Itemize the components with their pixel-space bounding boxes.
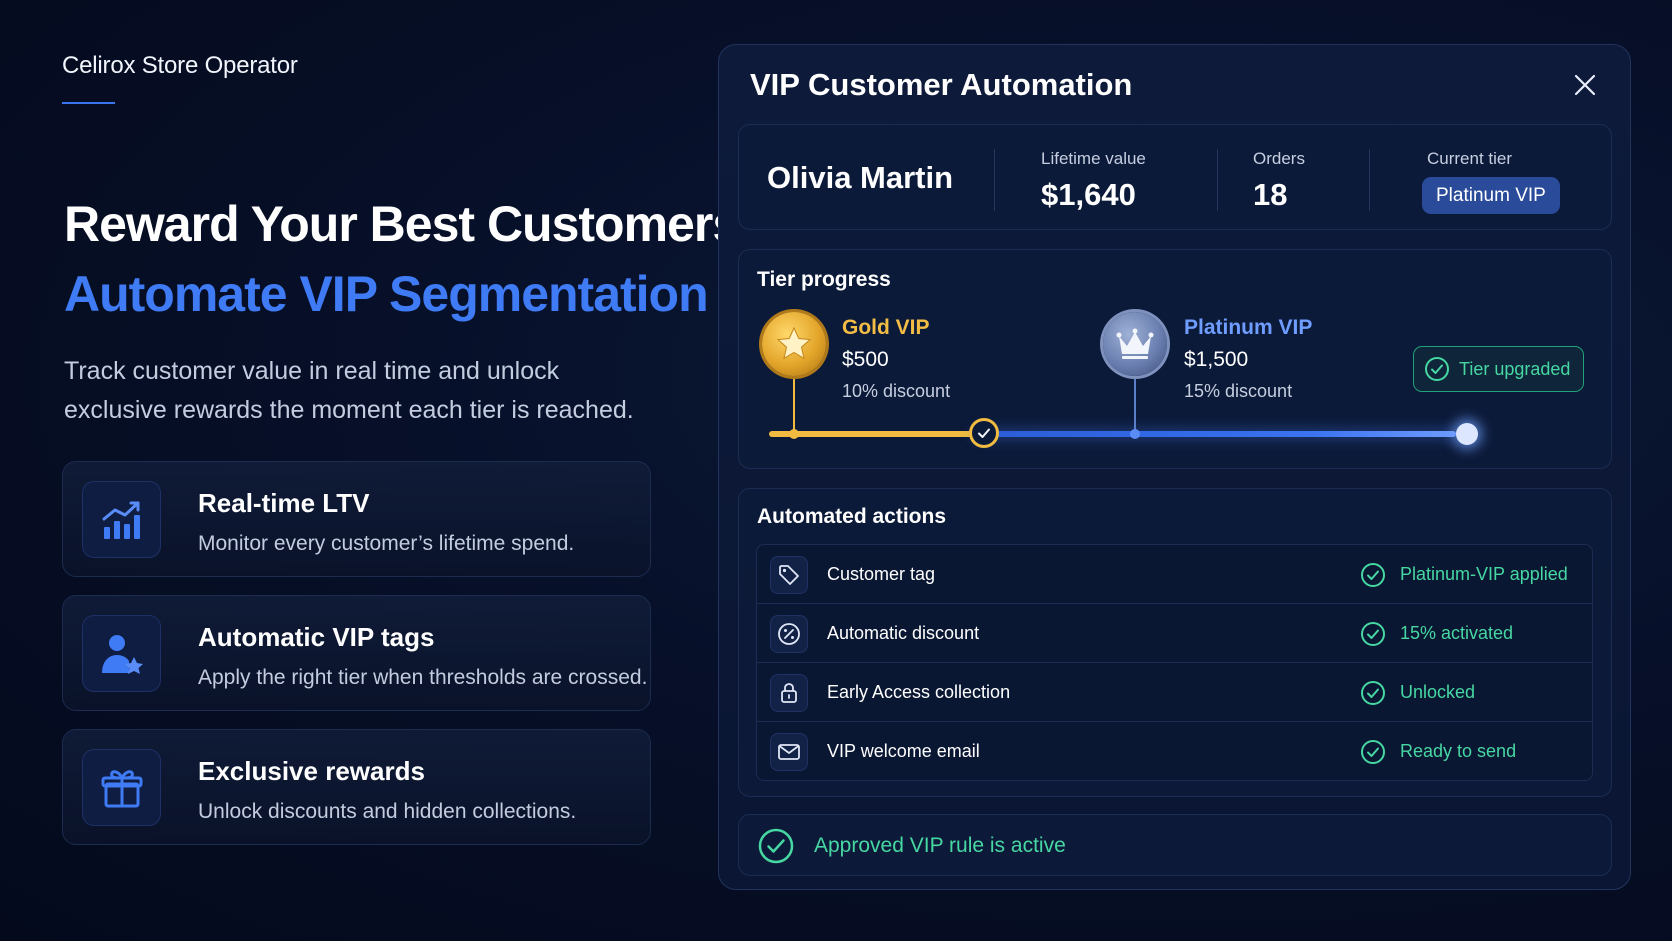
actions-table: Customer tag Platinum-VIP applied Aut <box>756 544 1593 781</box>
progress-end-knob <box>1456 423 1478 445</box>
current-tier-badge: Platinum VIP <box>1422 177 1560 214</box>
action-name: Customer tag <box>827 564 936 584</box>
feature-card-rewards: Exclusive rewards Unlock discounts and h… <box>62 729 651 845</box>
action-row-customer-tag: Customer tag Platinum-VIP applied <box>757 545 1592 604</box>
bar-chart-icon <box>82 481 161 558</box>
tier-progress-label: Tier progress <box>757 268 891 291</box>
hero-description: Track customer value in real time and un… <box>64 357 634 424</box>
action-name: VIP welcome email <box>827 741 980 761</box>
feature-description: Unlock discounts and hidden collections. <box>198 800 577 823</box>
gold-tier-discount: 10% discount <box>842 381 951 401</box>
feature-title: Automatic VIP tags <box>198 622 435 652</box>
automated-actions-label: Automated actions <box>757 505 947 528</box>
feature-description: Monitor every customer’s lifetime spend. <box>198 532 575 555</box>
action-name: Automatic discount <box>827 623 980 643</box>
panel-title: VIP Customer Automation <box>750 67 1133 102</box>
action-status: Ready to send <box>1400 741 1517 761</box>
action-status: Unlocked <box>1400 682 1476 702</box>
ltv-label: Lifetime value <box>1041 149 1146 168</box>
orders-label: Orders <box>1253 149 1305 168</box>
vip-automation-panel: VIP Customer Automation Olivia Martin Li… <box>718 44 1631 890</box>
progress-track-gold <box>769 431 974 437</box>
close-button[interactable] <box>1570 70 1600 100</box>
platinum-tier-amount: $1,500 <box>1184 348 1249 371</box>
brand-name: Celirox Store Operator <box>62 52 298 79</box>
action-row-automatic-discount: Automatic discount 15% activated <box>757 604 1592 663</box>
progress-check-icon <box>969 418 999 448</box>
gift-icon <box>82 749 161 826</box>
mail-icon <box>770 733 808 771</box>
feature-description: Apply the right tier when thresholds are… <box>198 666 648 689</box>
customer-summary-card: Olivia Martin Lifetime value $1,640 Orde… <box>738 124 1612 230</box>
check-circle-icon <box>1361 740 1385 764</box>
divider <box>994 149 995 211</box>
action-status: 15% activated <box>1400 623 1514 643</box>
feature-title: Exclusive rewards <box>198 756 425 786</box>
divider <box>1369 149 1370 211</box>
action-row-welcome-email: VIP welcome email Ready to send <box>757 722 1592 781</box>
ltv-value: $1,640 <box>1041 177 1136 212</box>
gold-marker <box>789 429 799 439</box>
feature-title: Real-time LTV <box>198 488 370 518</box>
close-icon <box>1574 74 1596 96</box>
brand-underline <box>62 102 115 104</box>
check-circle-icon <box>1361 563 1385 587</box>
orders-value: 18 <box>1253 177 1288 212</box>
rule-status-text: Approved VIP rule is active <box>814 834 1066 857</box>
tier-label: Current tier <box>1427 149 1513 168</box>
divider <box>1217 149 1218 211</box>
percent-icon <box>770 615 808 653</box>
tag-icon <box>770 556 808 594</box>
tier-upgraded-text: Tier upgraded <box>1459 358 1571 379</box>
check-circle-icon <box>758 828 794 864</box>
feature-card-ltv: Real-time LTV Monitor every customer’s l… <box>62 461 651 577</box>
check-circle-icon <box>1361 681 1385 705</box>
tier-progress-card: Tier progress Gold VIP $500 10% discount… <box>738 249 1612 469</box>
user-star-icon <box>82 615 161 692</box>
lock-icon <box>770 674 808 712</box>
check-circle-icon <box>1361 622 1385 646</box>
platinum-tier-name: Platinum VIP <box>1184 316 1313 339</box>
gold-stem <box>793 378 795 434</box>
platinum-medal-crown-icon <box>1103 312 1167 376</box>
tier-upgraded-badge: Tier upgraded <box>1413 346 1584 392</box>
platinum-stem <box>1134 378 1136 434</box>
action-name: Early Access collection <box>827 682 1011 702</box>
customer-name: Olivia Martin <box>767 160 954 195</box>
check-circle-icon <box>1425 357 1449 381</box>
feature-card-vip-tags: Automatic VIP tags Apply the right tier … <box>62 595 651 711</box>
automated-actions-card: Automated actions Customer tag Platinum-… <box>738 488 1612 797</box>
action-status: Platinum-VIP applied <box>1400 564 1568 584</box>
progress-track-blue <box>974 431 1456 437</box>
hero-title: Reward Your Best Customers <box>64 196 740 252</box>
action-row-early-access: Early Access collection Unlocked <box>757 663 1592 722</box>
platinum-marker <box>1130 429 1140 439</box>
rule-status-card: Approved VIP rule is active <box>738 814 1612 876</box>
platinum-tier-discount: 15% discount <box>1184 381 1293 401</box>
hero-accent-title: Automate VIP Segmentation <box>64 266 709 322</box>
gold-medal-star-icon <box>762 312 826 376</box>
gold-tier-name: Gold VIP <box>842 316 930 339</box>
gold-tier-amount: $500 <box>842 348 889 371</box>
